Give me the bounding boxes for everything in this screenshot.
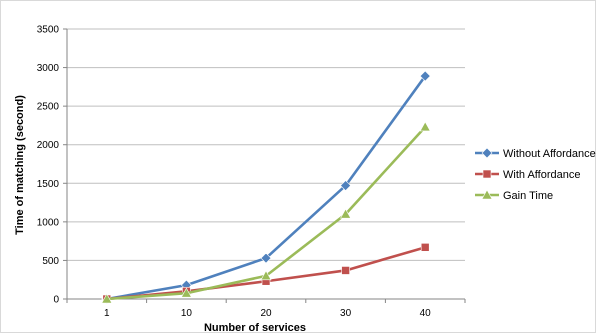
- data-point: [340, 180, 352, 192]
- x-tick-labels: 1 10 20 30 40: [104, 308, 431, 319]
- data-point: [260, 270, 272, 281]
- legend-swatch-marker: [482, 169, 492, 179]
- x-tick-label: 20: [260, 308, 272, 319]
- data-point: [420, 243, 430, 252]
- x-tick-label: 30: [340, 308, 352, 319]
- y-tick-label: 1000: [37, 217, 60, 228]
- data-point: [101, 293, 113, 304]
- y-tick-label: 1500: [37, 179, 60, 190]
- x-tick-label: 40: [420, 308, 432, 319]
- series-gain-time: [101, 121, 431, 304]
- gridlines: [67, 28, 465, 261]
- legend-swatch-marker: [481, 189, 493, 200]
- data-point: [419, 70, 431, 82]
- series-lines: [101, 70, 431, 305]
- legend-label: With Affordance: [503, 169, 580, 181]
- data-point: [419, 121, 431, 132]
- y-tick-label: 500: [42, 256, 59, 267]
- data-point: [180, 287, 192, 298]
- legend: Without Affordance With Affordance Gain Ti…: [475, 147, 596, 202]
- series-line: [106, 75, 427, 301]
- y-axis-title: Time of matching (second): [14, 95, 26, 235]
- data-point: [260, 252, 272, 264]
- y-tick-label: 0: [53, 295, 59, 306]
- legend-item: Without Affordance: [475, 147, 596, 160]
- data-point: [340, 208, 352, 219]
- data-point: [341, 266, 350, 275]
- y-tick-label: 3500: [37, 25, 60, 36]
- y-tick-label: 3000: [37, 63, 60, 74]
- y-tick-label: 2000: [37, 140, 60, 151]
- x-axis-title: Number of services: [204, 322, 306, 334]
- x-tick-label: 10: [181, 308, 193, 319]
- y-tick-labels: 0 500 1000 1500 2000 2500 3000 3500: [37, 25, 60, 306]
- axes: [63, 28, 466, 303]
- x-tick-label: 1: [104, 308, 110, 319]
- legend-label: Without Affordance: [503, 148, 596, 160]
- legend-item: With Affordance: [475, 169, 580, 181]
- legend-swatch-marker: [481, 147, 493, 159]
- legend-label: Gain Time: [503, 190, 553, 202]
- legend-item: Gain Time: [475, 189, 553, 202]
- y-tick-label: 2500: [37, 102, 60, 113]
